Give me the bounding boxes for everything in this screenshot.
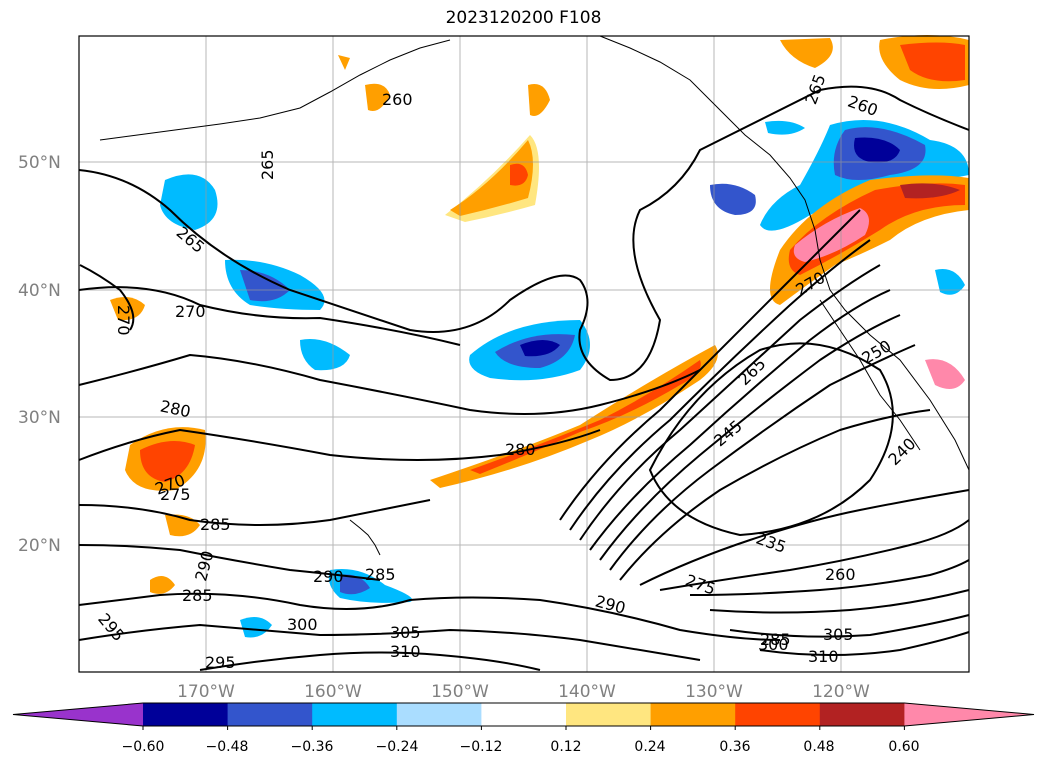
contour-label: 285 xyxy=(200,515,231,534)
lon-label: 170°W xyxy=(177,682,235,702)
contour-label: 300 xyxy=(758,635,789,654)
lon-label: 140°W xyxy=(558,682,616,702)
colorbar-tick: −0.12 xyxy=(460,739,503,755)
warm-anomaly-area xyxy=(900,183,960,199)
warm-anomaly-area xyxy=(150,576,175,594)
warm-anomaly-area xyxy=(450,140,533,216)
contour-label: 285 xyxy=(182,586,213,605)
lon-label: 130°W xyxy=(685,682,743,702)
warm-anomaly-area xyxy=(510,163,528,186)
contour-label: 295 xyxy=(205,653,236,672)
lon-label: 120°W xyxy=(812,682,870,702)
warm-anomaly-area xyxy=(780,38,833,68)
cold-anomaly-area xyxy=(710,183,756,215)
cold-anomaly-area xyxy=(854,137,900,163)
map-title: 2023120200 F108 xyxy=(445,8,602,28)
lat-label: 30°N xyxy=(18,408,61,428)
contour-label: 305 xyxy=(823,625,854,644)
contour-label: 275 xyxy=(160,485,191,504)
contour-label: 260 xyxy=(825,565,856,584)
cold-anomaly-area xyxy=(520,340,560,357)
colorbar-extend-left xyxy=(13,703,143,726)
cold-anomaly-area xyxy=(340,574,370,595)
contour-label: 270 xyxy=(175,302,206,321)
lon-label: 160°W xyxy=(304,682,362,702)
colorbar-segment xyxy=(566,703,652,726)
lon-label: 150°W xyxy=(431,682,489,702)
colorbar-segment xyxy=(227,703,313,726)
contour-label: 285 xyxy=(760,630,791,649)
colorbar-segment xyxy=(481,703,567,726)
colorbar-segment xyxy=(650,703,736,726)
colorbar-tick: 0.48 xyxy=(803,739,834,755)
warm-anomaly-area xyxy=(900,42,965,82)
cold-anomaly-area xyxy=(935,269,965,295)
contour-label: 285 xyxy=(365,565,396,584)
contour-label: 310 xyxy=(390,642,421,661)
contour-label: 270 xyxy=(114,305,133,336)
colorbar-segment xyxy=(312,703,398,726)
colorbar-tick: −0.48 xyxy=(206,739,249,755)
warm-anomaly-area xyxy=(470,360,701,474)
colorbar-tick: 0.60 xyxy=(888,739,919,755)
contour-label: 280 xyxy=(505,440,536,459)
cold-anomaly-area xyxy=(160,174,218,230)
cold-anomaly-area xyxy=(300,339,350,371)
colorbar xyxy=(12,702,1035,730)
contour-label: 260 xyxy=(382,90,413,109)
contour-label: 265 xyxy=(258,149,277,180)
colorbar-segment xyxy=(735,703,821,726)
lat-label: 40°N xyxy=(18,281,61,301)
contour-label: 290 xyxy=(313,567,344,586)
warm-anomaly-area xyxy=(528,84,550,116)
colorbar-tick-labels: −0.60 −0.48 −0.36 −0.24 −0.12 0.12 0.24 … xyxy=(122,739,920,755)
shading-layer xyxy=(110,35,969,638)
warm-anomaly-area xyxy=(793,208,869,262)
warm-anomaly-area xyxy=(925,359,965,389)
colorbar-extend-right xyxy=(904,703,1034,726)
latitude-labels: 50°N 40°N 30°N 20°N xyxy=(18,153,61,556)
contour-label: 305 xyxy=(390,623,421,642)
warm-anomaly-area xyxy=(365,83,390,111)
colorbar-tick: 0.24 xyxy=(634,739,665,755)
colorbar-segment xyxy=(143,703,229,726)
colorbar-segment xyxy=(819,703,905,726)
colorbar-tick: 0.36 xyxy=(719,739,750,755)
coastlines xyxy=(99,35,970,556)
lat-label: 20°N xyxy=(18,536,61,556)
map-frame xyxy=(78,35,970,673)
warm-anomaly-area xyxy=(140,441,195,482)
colorbar-tick: 0.12 xyxy=(550,739,581,755)
longitude-labels: 170°W 160°W 150°W 140°W 130°W 120°W xyxy=(177,682,870,702)
contour-label: 310 xyxy=(808,647,839,666)
colorbar-segment xyxy=(396,703,482,726)
colorbar-tick: −0.60 xyxy=(122,739,165,755)
warm-anomaly-area xyxy=(338,55,350,70)
cold-anomaly-area xyxy=(765,120,805,135)
lat-label: 50°N xyxy=(18,153,61,173)
colorbar-tick: −0.36 xyxy=(291,739,334,755)
cold-anomaly-area xyxy=(240,616,272,638)
warm-anomaly-area xyxy=(110,296,145,321)
contour-lines xyxy=(78,85,970,671)
warm-anomaly-area xyxy=(430,345,718,488)
contour-label: 300 xyxy=(287,615,318,634)
colorbar-tick: −0.24 xyxy=(376,739,419,755)
cold-anomaly-area xyxy=(240,270,290,302)
